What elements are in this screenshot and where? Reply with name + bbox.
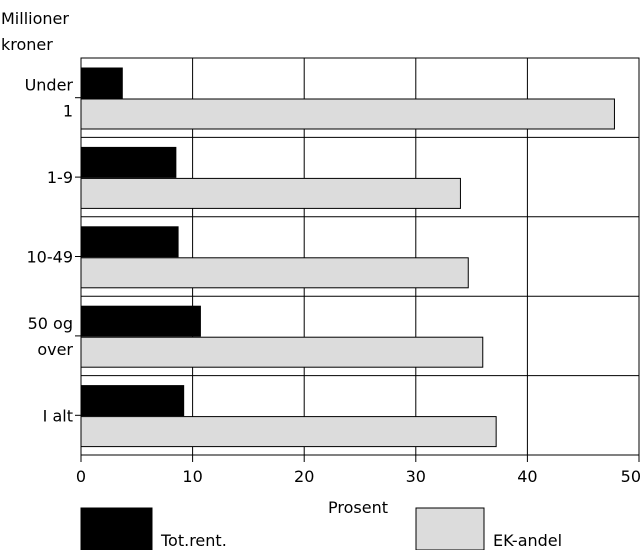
x-tick-label-30: 30 xyxy=(406,467,426,486)
bar-tot-rent--2 xyxy=(80,226,179,258)
category-label-4-0: I alt xyxy=(43,406,73,425)
category-label-1-0: 1-9 xyxy=(47,168,73,187)
bar-tot-rent--4 xyxy=(80,385,185,417)
category-label-2-0: 10-49 xyxy=(27,248,74,267)
bar-ek-andel-3 xyxy=(80,336,484,368)
labels: 0 10 20 30 40 50 Under 1 1-9 10-49 50 og over I alt M… xyxy=(1,9,641,517)
legend: Tot.rent. EK-andel xyxy=(80,507,562,550)
category-label-0-1: 1 xyxy=(63,102,73,121)
bar-ek-andel-0 xyxy=(80,98,615,130)
axes xyxy=(75,97,640,462)
bar-ek-andel-1 xyxy=(80,177,461,209)
bar-tot-rent--1 xyxy=(80,146,177,178)
bar-tot-rent--3 xyxy=(80,305,201,337)
y-axis-title-line-1: kroner xyxy=(1,35,53,54)
category-label-3-1: over xyxy=(37,340,73,359)
x-tick-label-20: 20 xyxy=(294,467,314,486)
category-label-0-0: Under xyxy=(25,76,74,95)
x-tick-label-0: 0 xyxy=(76,467,86,486)
legend-swatch-ek-andel xyxy=(415,507,485,550)
legend-label-tot-rent-: Tot.rent. xyxy=(160,531,227,550)
x-tick-label-40: 40 xyxy=(517,467,537,486)
bars xyxy=(80,67,615,448)
bar-ek-andel-2 xyxy=(80,257,469,289)
y-axis-title-line-0: Millioner xyxy=(1,9,69,28)
x-tick-label-10: 10 xyxy=(182,467,202,486)
legend-swatch-tot-rent- xyxy=(80,507,153,550)
legend-label-ek-andel: EK-andel xyxy=(493,531,562,550)
x-tick-label-50: 50 xyxy=(621,467,641,486)
bar-tot-rent--0 xyxy=(80,67,123,99)
bar-ek-andel-4 xyxy=(80,416,497,448)
category-label-3-0: 50 og xyxy=(28,314,73,333)
x-axis-title: Prosent xyxy=(328,498,388,517)
